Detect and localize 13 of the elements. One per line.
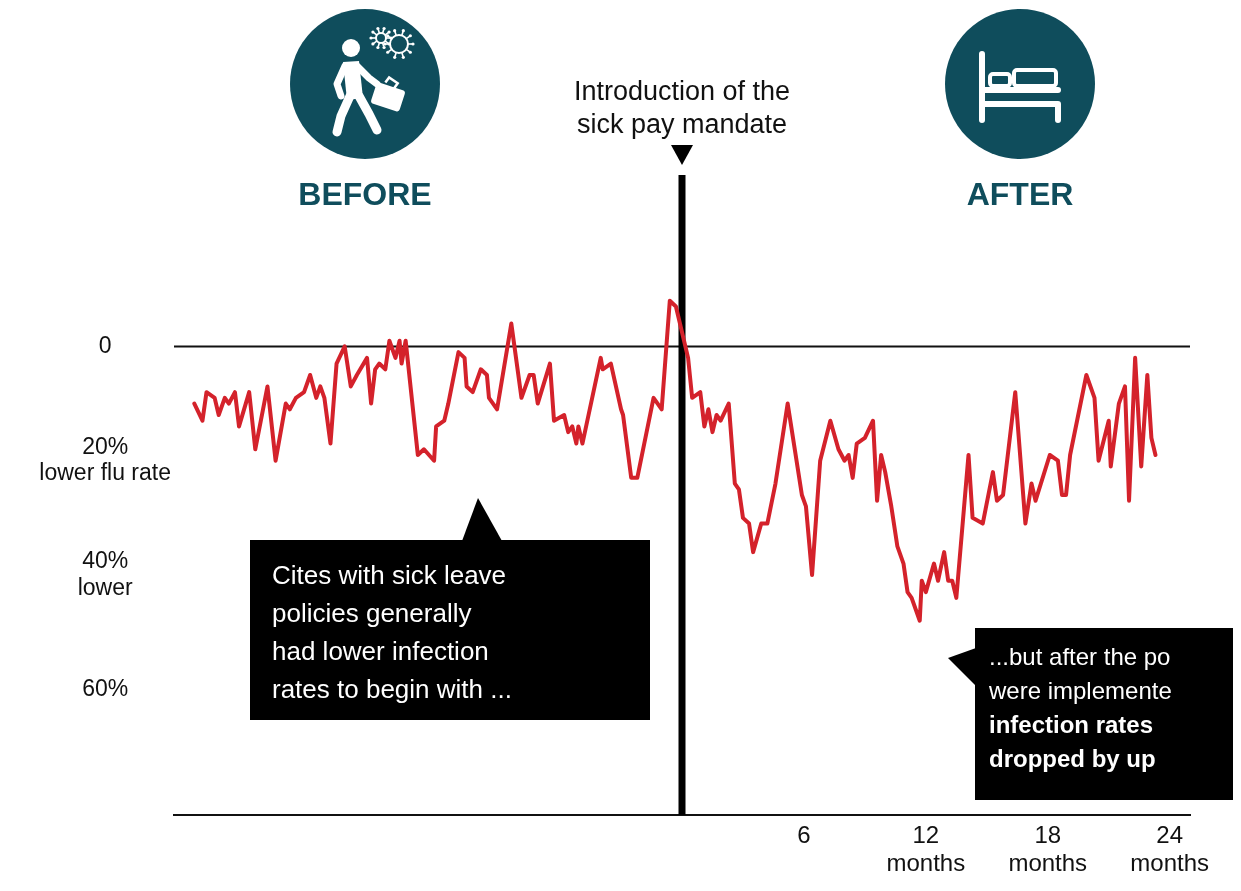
y-tick-label: 40% lower	[77, 547, 133, 600]
annotation: Cites with sick leave policies generally had lower infection rates to begin with ...	[272, 559, 512, 706]
y-tick-label: 20% lower flu rate	[39, 432, 171, 486]
x-tick-label: 6	[797, 821, 811, 849]
x-tick-label: 24 months	[1130, 821, 1210, 877]
annotation: AFTER	[966, 176, 1074, 212]
ref-line-label: Introduction of the sick pay mandate	[573, 76, 791, 139]
annotation: BEFORE	[298, 176, 432, 212]
annotation: infection rates dropped by up	[989, 710, 1156, 774]
x-tick-label: 18 months	[1008, 821, 1088, 877]
x-tick-label: 12 months	[886, 821, 966, 877]
y-tick-label: 0	[98, 331, 112, 358]
y-tick-label: 60%	[82, 674, 129, 701]
